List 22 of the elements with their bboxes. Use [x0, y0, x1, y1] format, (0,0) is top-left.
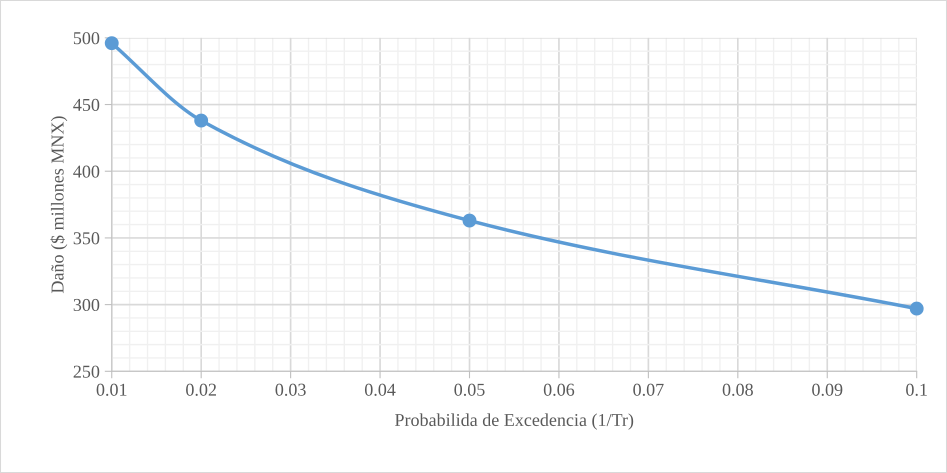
x-tick-label: 0.08 [722, 384, 753, 396]
y-tick-label: 500 [74, 32, 100, 44]
x-tick-label: 0.03 [276, 384, 306, 396]
x-tick-label: 0.1 [906, 384, 927, 396]
x-tick-label: 0.09 [812, 384, 842, 396]
point [462, 214, 476, 228]
point [194, 114, 208, 128]
point [910, 302, 924, 316]
y-tick-label: 250 [74, 366, 100, 378]
y-tick-label: 400 [73, 165, 100, 178]
x-tick-label: 0.01 [96, 384, 126, 396]
x-axis-title: Probabilida de Excedencia (1/Tr) [394, 413, 634, 430]
y-tick-label: 350 [74, 232, 100, 244]
x-tick-label: 0.05 [454, 384, 485, 396]
y-tick-label: 450 [73, 98, 100, 111]
y-tick-label: 300 [74, 298, 100, 312]
x-tick-label: 0.07 [633, 384, 664, 396]
point [104, 36, 119, 50]
y-axis-title: Daño ($ millones MNX) [50, 116, 68, 294]
x-tick-label: 0.02 [186, 384, 216, 396]
x-tick-label: 0.04 [364, 384, 396, 396]
x-tick-label: 0.06 [544, 384, 574, 396]
